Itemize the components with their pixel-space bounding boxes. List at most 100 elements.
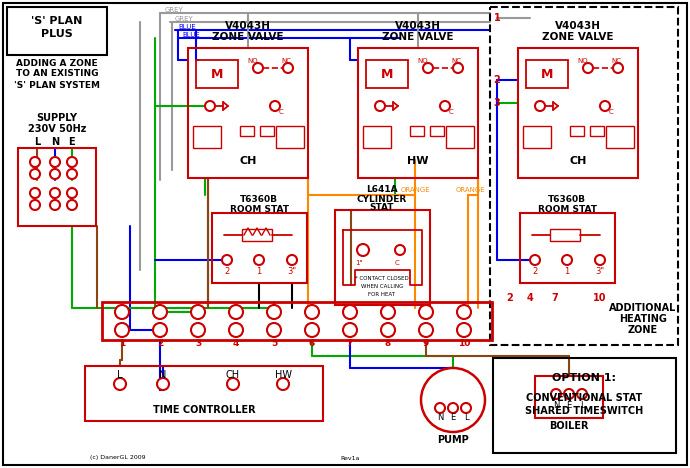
Text: M: M <box>541 67 553 80</box>
Text: ZONE VALVE: ZONE VALVE <box>213 32 284 42</box>
Circle shape <box>453 63 463 73</box>
Bar <box>493 358 676 453</box>
Text: ROOM STAT: ROOM STAT <box>538 205 596 213</box>
Text: NC: NC <box>611 58 621 64</box>
Text: 8: 8 <box>385 339 391 349</box>
Text: HW: HW <box>407 156 428 166</box>
Text: CH: CH <box>239 156 257 166</box>
Bar <box>490 7 678 345</box>
Text: CH: CH <box>226 370 240 380</box>
Bar <box>188 48 308 178</box>
Text: C: C <box>395 260 400 266</box>
Text: E: E <box>566 401 571 410</box>
Bar <box>212 213 307 283</box>
Text: BLUE: BLUE <box>178 24 196 30</box>
Bar <box>523 126 551 148</box>
Text: C: C <box>609 109 613 115</box>
Text: 9: 9 <box>423 339 429 349</box>
Text: BOILER: BOILER <box>549 421 589 431</box>
Circle shape <box>305 305 319 319</box>
Text: E: E <box>451 414 455 423</box>
Circle shape <box>67 169 77 179</box>
Text: 2: 2 <box>224 268 230 277</box>
Text: N: N <box>159 370 167 380</box>
Bar <box>240 126 254 136</box>
Text: SUPPLY: SUPPLY <box>37 113 77 123</box>
Circle shape <box>305 323 319 337</box>
Text: 3": 3" <box>288 268 297 277</box>
Circle shape <box>357 244 369 256</box>
Text: L: L <box>34 137 40 147</box>
Text: 4: 4 <box>233 339 239 349</box>
Text: 2: 2 <box>506 293 513 303</box>
Text: 1: 1 <box>257 268 262 277</box>
Circle shape <box>421 368 485 432</box>
Circle shape <box>67 200 77 210</box>
Circle shape <box>229 305 243 319</box>
Bar <box>196 60 238 88</box>
Bar <box>260 126 274 136</box>
Circle shape <box>595 255 605 265</box>
Circle shape <box>253 63 263 73</box>
Text: CYLINDER: CYLINDER <box>357 195 407 204</box>
Circle shape <box>423 63 433 73</box>
Circle shape <box>564 389 574 399</box>
Text: 4: 4 <box>526 293 533 303</box>
Bar <box>430 126 444 136</box>
Circle shape <box>30 157 40 167</box>
Text: L: L <box>464 414 469 423</box>
Bar <box>7 7 107 55</box>
Circle shape <box>50 157 60 167</box>
Bar <box>535 376 603 418</box>
Bar <box>102 302 492 340</box>
Text: M: M <box>211 67 223 80</box>
Text: ZONE VALVE: ZONE VALVE <box>542 32 613 42</box>
Text: 3: 3 <box>493 98 500 108</box>
Circle shape <box>583 63 593 73</box>
Bar <box>242 229 272 241</box>
Text: STAT: STAT <box>370 204 394 212</box>
Text: 1: 1 <box>119 339 125 349</box>
Text: NC: NC <box>281 58 291 64</box>
Text: BLUE: BLUE <box>182 32 199 38</box>
Text: NO: NO <box>578 58 589 64</box>
Text: T6360B: T6360B <box>240 196 278 205</box>
Circle shape <box>375 101 385 111</box>
Circle shape <box>613 63 623 73</box>
Text: PUMP: PUMP <box>437 435 469 445</box>
Circle shape <box>205 101 215 111</box>
Bar <box>366 60 408 88</box>
Text: * CONTACT CLOSED: * CONTACT CLOSED <box>355 276 409 280</box>
Text: OPTION 1:: OPTION 1: <box>552 373 616 383</box>
Circle shape <box>530 255 540 265</box>
Circle shape <box>191 323 205 337</box>
Text: GREY: GREY <box>165 7 184 13</box>
Circle shape <box>270 101 280 111</box>
Text: ZONE: ZONE <box>628 325 658 335</box>
Text: HW: HW <box>275 370 291 380</box>
Circle shape <box>50 188 60 198</box>
Circle shape <box>30 188 40 198</box>
Circle shape <box>551 389 561 399</box>
Text: M: M <box>381 67 393 80</box>
Text: 3: 3 <box>195 339 201 349</box>
Bar <box>520 213 615 283</box>
Text: C: C <box>448 109 453 115</box>
Text: ZONE VALVE: ZONE VALVE <box>382 32 454 42</box>
Bar <box>550 229 580 241</box>
Text: 5: 5 <box>271 339 277 349</box>
Circle shape <box>30 169 40 179</box>
Circle shape <box>343 323 357 337</box>
Bar <box>590 126 604 136</box>
Text: 1: 1 <box>493 13 500 23</box>
Text: T6360B: T6360B <box>548 196 586 205</box>
Circle shape <box>287 255 297 265</box>
Bar <box>518 48 638 178</box>
Bar <box>193 126 221 148</box>
Text: (c) DanerGL 2009: (c) DanerGL 2009 <box>90 455 146 461</box>
Circle shape <box>283 63 293 73</box>
Text: 3": 3" <box>595 268 604 277</box>
Text: ADDITIONAL: ADDITIONAL <box>609 303 677 313</box>
Circle shape <box>267 305 281 319</box>
Text: CONVENTIONAL STAT: CONVENTIONAL STAT <box>526 393 642 403</box>
